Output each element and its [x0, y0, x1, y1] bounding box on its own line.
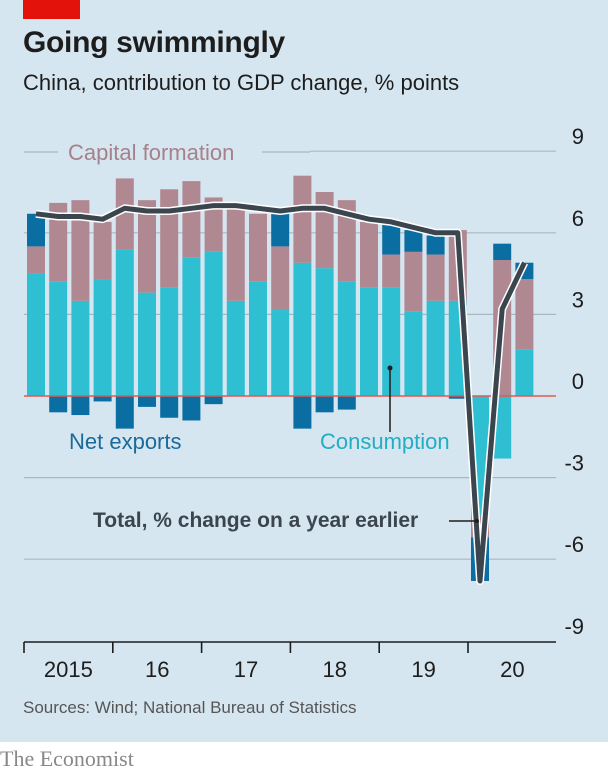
- y-tick-label: 3: [572, 287, 584, 312]
- net-exports-bar: [71, 396, 90, 416]
- y-tick-label: -3: [564, 451, 584, 476]
- source-note: Sources: Wind; National Bureau of Statis…: [23, 698, 357, 717]
- capital-formation-bar: [49, 202, 68, 282]
- consumption-label: Consumption: [320, 429, 450, 454]
- net-exports-bar: [293, 396, 312, 429]
- total-leader-dot: [475, 519, 479, 523]
- gridlines: [24, 150, 556, 560]
- chart-svg: 9 6 3 0 -3 -6 -9 2015 16 17 18 19 20 Capital format…: [23, 124, 584, 682]
- x-tick-label: 19: [411, 657, 435, 682]
- y-tick-label: -9: [564, 614, 584, 639]
- chart-title: Going swimmingly: [23, 26, 285, 59]
- consumption-bar: [93, 279, 112, 396]
- capital-formation-bar: [93, 221, 112, 280]
- consumption-bar: [182, 257, 201, 396]
- capital-formation-bar: [293, 175, 312, 263]
- consumption-bar: [360, 287, 378, 396]
- consumption-bar: [27, 273, 45, 396]
- chart-subtitle: China, contribution to GDP change, % poi…: [23, 70, 460, 95]
- consumption-bar: [160, 287, 179, 396]
- net-exports-bar: [27, 213, 45, 247]
- capital-formation-bar: [271, 246, 290, 309]
- consumption-bar: [382, 287, 401, 396]
- consumption-bar: [115, 249, 134, 396]
- consumption-bar: [249, 281, 267, 396]
- net-exports-bar: [448, 396, 467, 399]
- economist-brand: The Economist: [0, 746, 134, 771]
- net-exports-bar: [271, 213, 290, 247]
- consumption-bar: [404, 311, 423, 396]
- total-line: [35, 203, 527, 584]
- consumption-bar: [271, 308, 290, 396]
- net-exports-bar: [404, 230, 423, 252]
- net-exports-bar: [93, 396, 112, 402]
- x-tick-label: 17: [234, 657, 258, 682]
- capital-formation-bar: [515, 279, 534, 350]
- net-exports-bar: [315, 396, 334, 413]
- y-tick-label: -6: [564, 532, 584, 557]
- consumption-bar: [49, 281, 68, 396]
- consumption-bar: [204, 251, 223, 396]
- y-tick-label: 9: [572, 124, 584, 149]
- y-tick-label: 6: [572, 206, 584, 231]
- capital-formation-bar: [404, 251, 423, 312]
- capital-formation-bar: [360, 221, 378, 288]
- capital-formation-bar: [27, 246, 45, 274]
- net-exports-bar: [426, 235, 445, 255]
- capital-formation-bar: [204, 197, 223, 252]
- capital-formation-bar: [426, 254, 445, 301]
- capital-formation-bar: [382, 254, 401, 288]
- capital-formation-label: Capital formation: [68, 140, 234, 165]
- capital-formation-bar: [182, 181, 201, 258]
- net-exports-bar: [337, 396, 356, 410]
- total-line-label: Total, % change on a year earlier: [93, 509, 418, 532]
- consumption-bar: [315, 268, 334, 396]
- capital-formation-bar: [160, 189, 179, 288]
- capital-formation-bar: [115, 178, 134, 250]
- net-exports-bar: [138, 396, 156, 407]
- net-exports-bar: [493, 243, 512, 260]
- consumption-bar: [138, 292, 156, 396]
- consumption-leader-dot: [387, 365, 393, 371]
- net-exports-bar: [204, 396, 223, 405]
- capital-formation-bar: [71, 200, 90, 301]
- x-tick-label: 16: [145, 657, 169, 682]
- consumption-bar: [515, 349, 534, 396]
- x-tick-label: 18: [323, 657, 347, 682]
- x-tick-label: 20: [500, 657, 524, 682]
- x-axis: 2015 16 17 18 19 20: [23, 641, 556, 682]
- capital-formation-bar: [138, 200, 156, 293]
- total-line-layer: [35, 201, 529, 585]
- capital-formation-bar: [249, 213, 267, 282]
- consumption-bar: [226, 300, 245, 396]
- y-tick-labels: 9 6 3 0 -3 -6 -9: [564, 124, 584, 639]
- net-exports-bar: [182, 396, 201, 421]
- x-tick-label: 2015: [44, 657, 93, 682]
- net-exports-bar: [382, 221, 401, 255]
- net-exports-label: Net exports: [69, 429, 182, 454]
- y-tick-label: 0: [572, 369, 584, 394]
- net-exports-bar: [49, 396, 68, 413]
- brand-red-tab: [23, 0, 80, 19]
- capital-formation-bar: [337, 200, 356, 282]
- net-exports-bar: [115, 396, 134, 429]
- net-exports-bar: [160, 396, 179, 418]
- capital-formation-bar: [226, 208, 245, 301]
- consumption-bar: [71, 300, 90, 396]
- consumption-bar: [293, 262, 312, 396]
- capital-formation-bar: [315, 192, 334, 269]
- consumption-bar: [426, 300, 445, 396]
- consumption-bar: [337, 281, 356, 396]
